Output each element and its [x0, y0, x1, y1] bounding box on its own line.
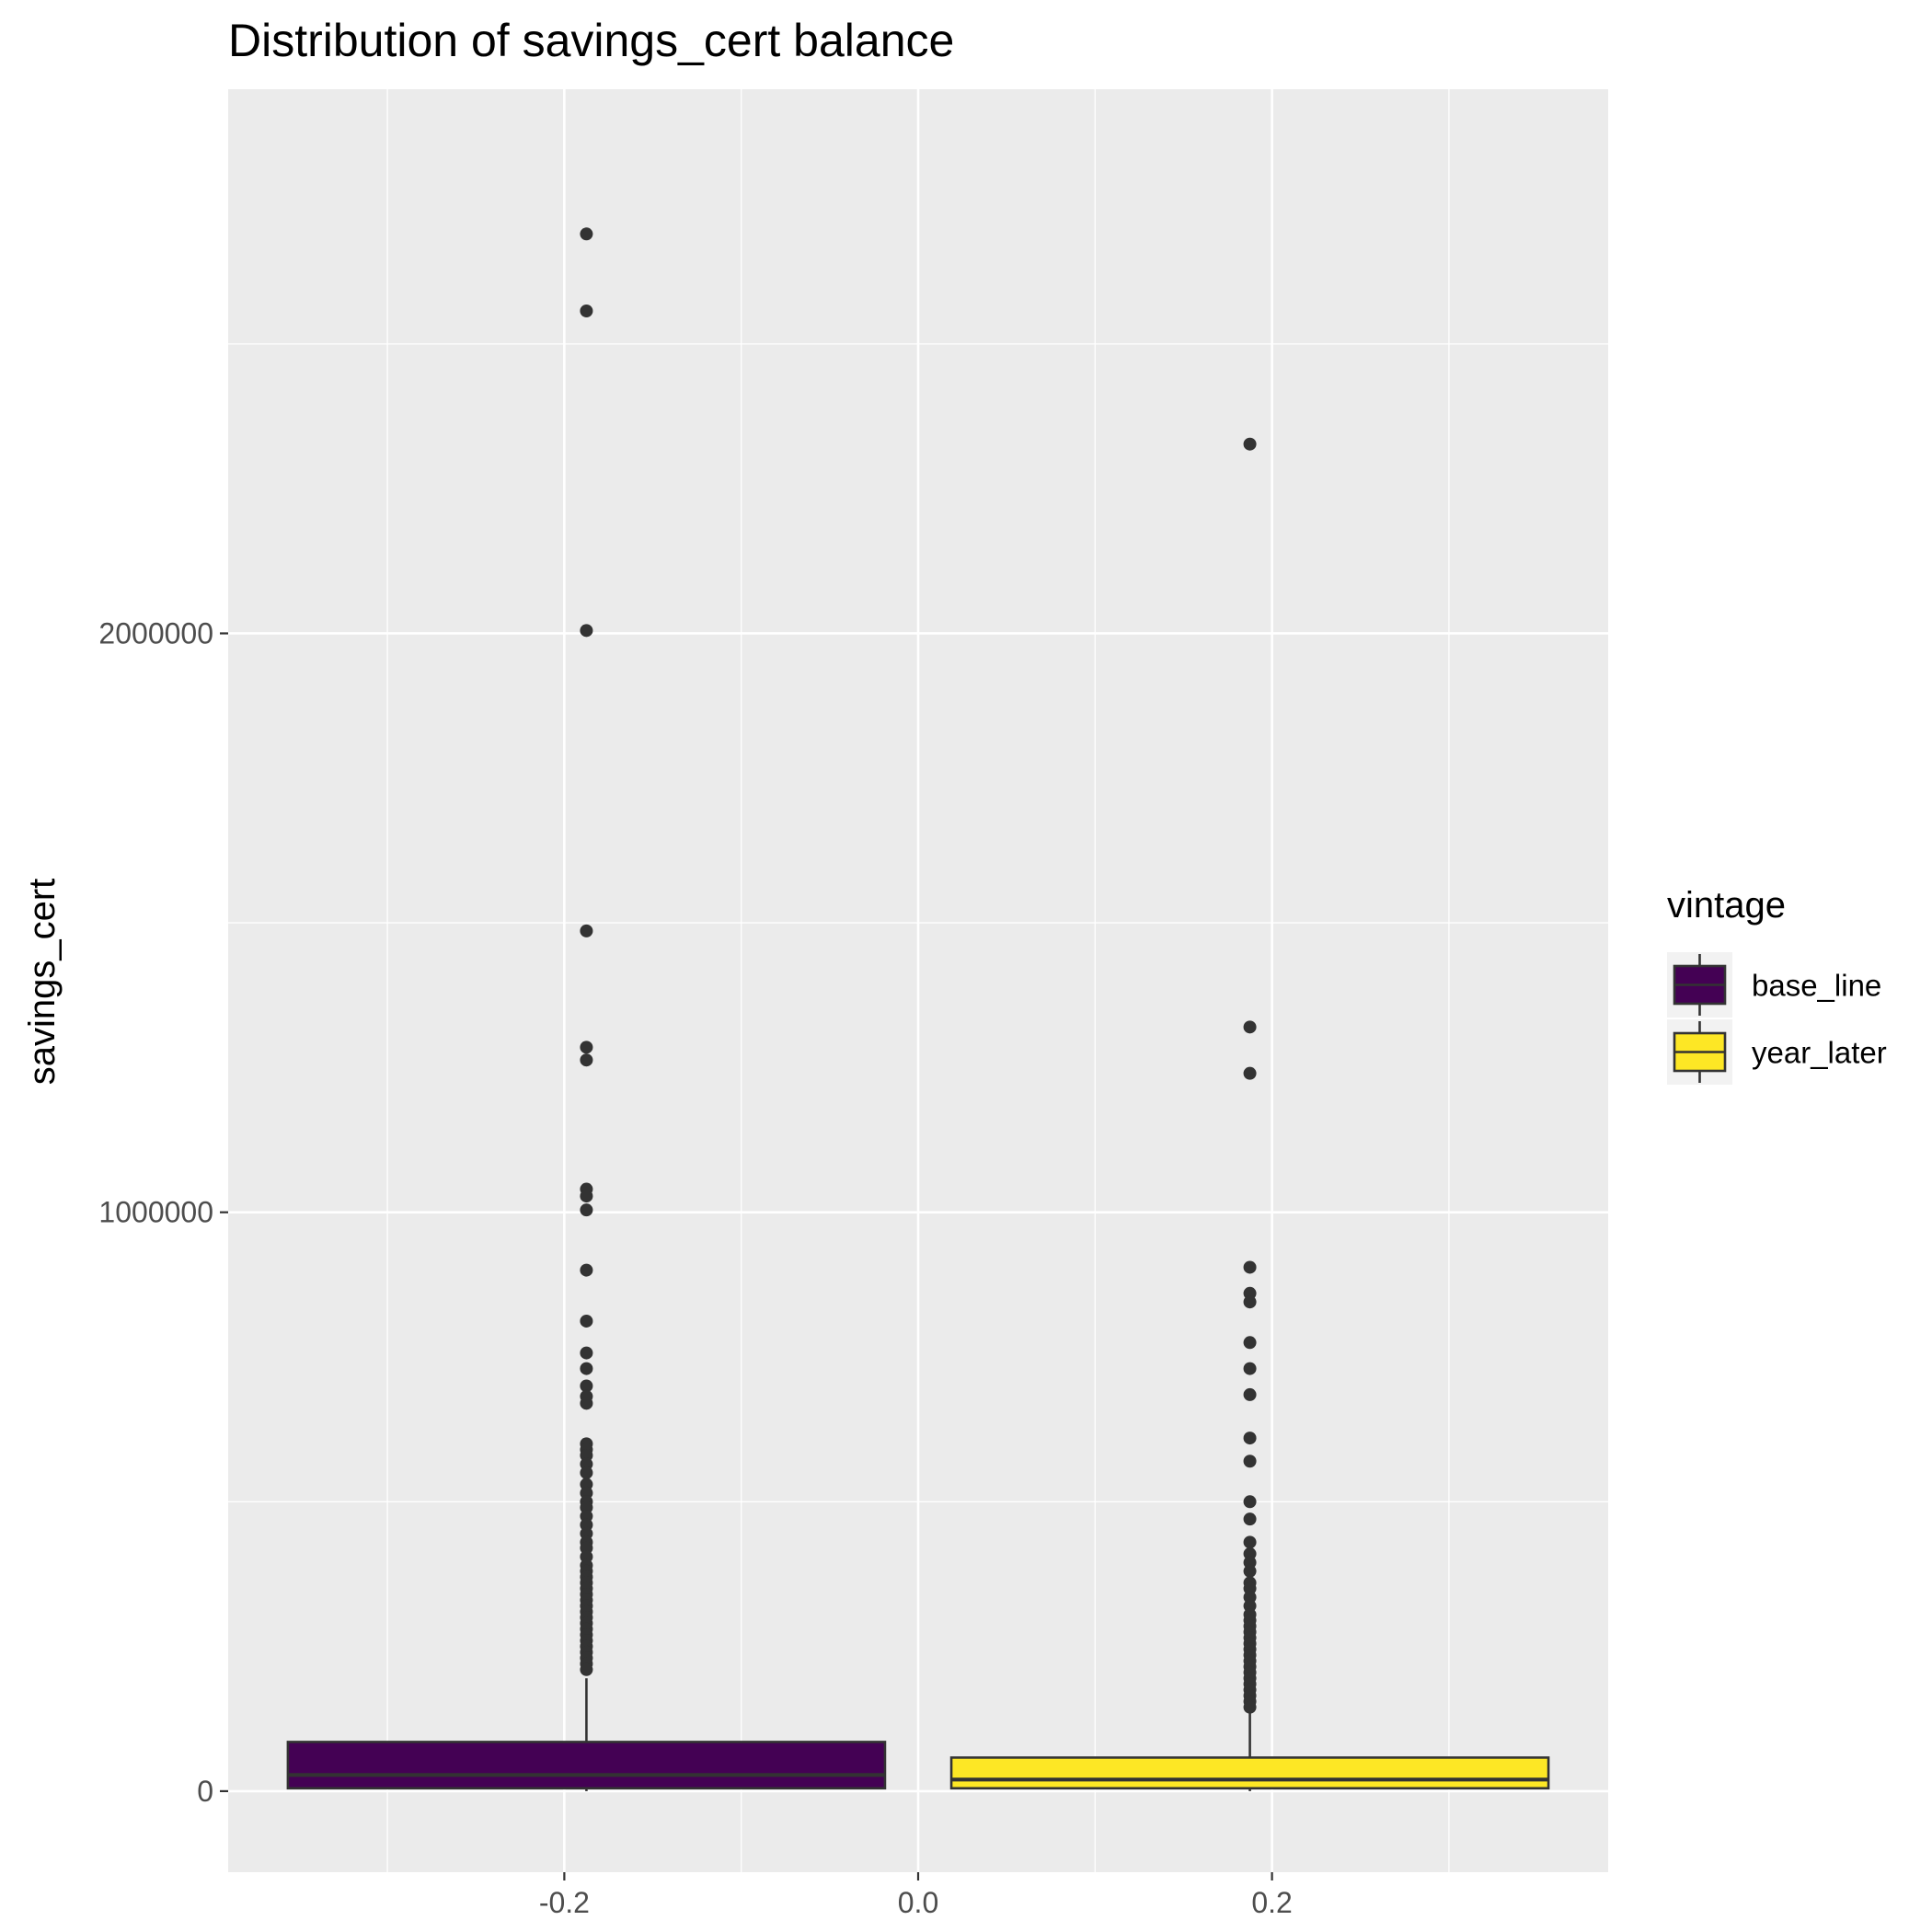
legend-item-base_line: base_line — [1667, 952, 1881, 1018]
outlier-point — [1243, 1260, 1257, 1274]
outlier-point — [580, 924, 593, 937]
axis-ticks: -0.2 0.0 0.2 0 1000000 2000000 — [98, 616, 1292, 1919]
outlier-point — [580, 1379, 593, 1393]
outlier-point — [580, 1190, 593, 1203]
outlier-point — [580, 1346, 593, 1360]
outlier-point — [1243, 1387, 1257, 1401]
outlier-point — [1243, 1336, 1257, 1350]
outlier-point — [1243, 1362, 1257, 1375]
x-tick-label: 0.2 — [1251, 1886, 1292, 1919]
box-iqr — [286, 1741, 887, 1790]
legend-title: vintage — [1667, 885, 1786, 926]
outlier-point — [580, 1041, 593, 1054]
y-tick-label: 1000000 — [98, 1196, 213, 1229]
chart-title: Distribution of savings_cert balance — [228, 15, 954, 66]
outlier-point — [1243, 1495, 1257, 1509]
outlier-point — [580, 1397, 593, 1410]
outlier-point — [1243, 1512, 1257, 1526]
box-year_later — [949, 437, 1550, 1791]
legend-label: base_line — [1752, 969, 1881, 1003]
outlier-point — [1243, 1700, 1257, 1714]
outlier-point — [1243, 1432, 1257, 1445]
x-tick-label: -0.2 — [539, 1886, 590, 1919]
outlier-point — [1243, 1455, 1257, 1468]
outlier-point — [580, 1362, 593, 1375]
x-tick-label: 0.0 — [898, 1886, 938, 1919]
outlier-point — [1243, 437, 1257, 451]
outlier-point — [580, 1466, 593, 1479]
legend-item-year_later: year_later — [1667, 1019, 1887, 1085]
legend-keys: base_line year_later — [1667, 952, 1887, 1085]
outlier-point — [1243, 1564, 1257, 1578]
outlier-point — [580, 1263, 593, 1277]
outlier-point — [580, 1053, 593, 1067]
outlier-point — [580, 1314, 593, 1328]
outlier-point — [1243, 1295, 1257, 1309]
outlier-point — [580, 1662, 593, 1676]
outlier-point — [580, 304, 593, 317]
legend: vintage base_line year_later — [1667, 885, 1887, 1085]
outlier-point — [580, 227, 593, 241]
outlier-point — [580, 624, 593, 638]
outlier-point — [580, 1203, 593, 1217]
y-axis-title: savings_cert — [22, 879, 63, 1086]
y-tick-label: 0 — [197, 1775, 213, 1808]
outlier-point — [1243, 1066, 1257, 1080]
outlier-point — [1243, 1020, 1257, 1034]
boxes — [286, 227, 1550, 1791]
legend-label: year_later — [1752, 1036, 1887, 1070]
box-iqr — [949, 1756, 1550, 1790]
outlier-point — [1243, 1535, 1257, 1549]
box-base_line — [286, 227, 887, 1791]
grid-major — [228, 89, 1608, 1872]
y-tick-label: 2000000 — [98, 616, 213, 650]
